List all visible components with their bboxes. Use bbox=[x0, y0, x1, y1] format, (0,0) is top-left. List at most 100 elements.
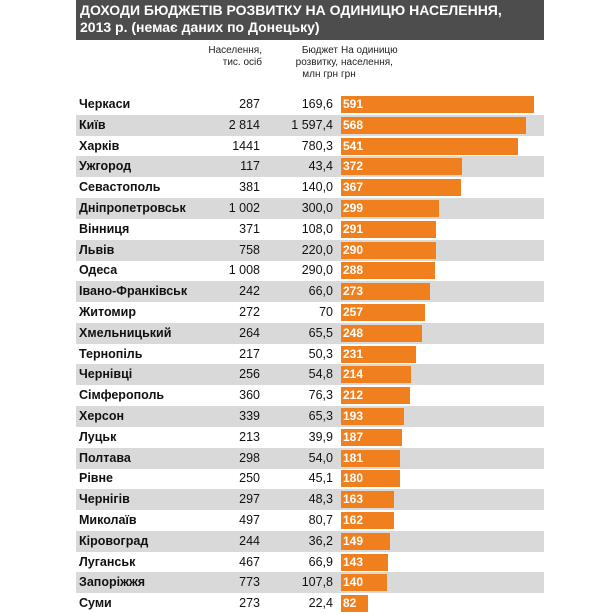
per-capita-label: 193 bbox=[343, 409, 364, 423]
budget-value: 300,0 bbox=[301, 201, 333, 215]
budget-value: 39,9 bbox=[308, 430, 333, 444]
per-capita-label: 82 bbox=[343, 596, 357, 610]
budget-value: 780,3 bbox=[301, 139, 333, 153]
per-capita-label: 290 bbox=[343, 243, 364, 257]
city-label: Луганськ bbox=[79, 555, 136, 569]
city-label: Тернопіль bbox=[79, 347, 143, 361]
budget-value: 70 bbox=[319, 305, 333, 319]
budget-value: 220,0 bbox=[301, 243, 333, 257]
population-value: 242 bbox=[239, 284, 260, 298]
budget-value: 108,0 bbox=[301, 222, 333, 236]
city-label: Дніпропетровськ bbox=[79, 201, 186, 215]
per-capita-column-header: На одиницю населення, грн bbox=[341, 45, 398, 81]
city-label: Київ bbox=[79, 118, 106, 132]
budget-value: 107,8 bbox=[301, 575, 333, 589]
budget-value: 45,1 bbox=[308, 471, 333, 485]
population-value: 381 bbox=[239, 180, 260, 194]
per-capita-header-line: грн bbox=[341, 69, 356, 80]
budget-value: 65,5 bbox=[308, 326, 333, 340]
city-label: Кіровоград bbox=[79, 534, 149, 548]
city-label: Харків bbox=[79, 139, 120, 153]
per-capita-bar bbox=[341, 366, 411, 383]
population-value: 264 bbox=[239, 326, 260, 340]
city-label: Запоріжжя bbox=[79, 575, 146, 589]
per-capita-label: 231 bbox=[343, 347, 364, 361]
city-label: Черкаси bbox=[79, 97, 131, 111]
per-capita-bar bbox=[341, 221, 436, 238]
per-capita-bar bbox=[341, 242, 436, 259]
budget-value: 169,6 bbox=[301, 97, 333, 111]
budget-value: 54,0 bbox=[308, 451, 333, 465]
population-value: 1 002 bbox=[228, 201, 260, 215]
population-value: 339 bbox=[239, 409, 260, 423]
per-capita-bar bbox=[341, 138, 518, 155]
city-label: Чернівці bbox=[79, 367, 133, 381]
budget-header-line: млн грн bbox=[302, 69, 338, 80]
per-capita-bar bbox=[341, 450, 400, 467]
per-capita-label: 288 bbox=[343, 263, 364, 277]
per-capita-bar bbox=[341, 200, 439, 217]
budget-value: 50,3 bbox=[308, 347, 333, 361]
budget-header-line: Бюджет bbox=[301, 45, 338, 56]
population-value: 217 bbox=[239, 347, 260, 361]
row-stripe bbox=[76, 364, 544, 385]
per-capita-label: 187 bbox=[343, 430, 364, 444]
city-label: Житомир bbox=[79, 305, 136, 319]
city-label: Чернігів bbox=[79, 492, 130, 506]
per-capita-label: 214 bbox=[343, 367, 364, 381]
budget-value: 66,0 bbox=[308, 284, 333, 298]
per-capita-label: 180 bbox=[343, 471, 364, 485]
budget-header-line: розвитку, bbox=[295, 57, 338, 68]
city-label: Сімферополь bbox=[79, 388, 165, 402]
population-value: 371 bbox=[239, 222, 260, 236]
per-capita-label: 372 bbox=[343, 159, 364, 173]
per-capita-bar bbox=[341, 117, 526, 134]
per-capita-bar bbox=[341, 470, 400, 487]
population-value: 287 bbox=[239, 97, 260, 111]
per-capita-bar bbox=[341, 574, 387, 591]
per-capita-label: 541 bbox=[343, 139, 364, 153]
city-label: Хмельницький bbox=[79, 326, 172, 340]
budget-value: 22,4 bbox=[308, 596, 333, 610]
population-header-line: Населення, bbox=[208, 45, 262, 56]
population-value: 2 814 bbox=[228, 118, 260, 132]
row-stripe bbox=[76, 489, 544, 510]
budget-value: 1 597,4 bbox=[291, 118, 333, 132]
per-capita-label: 591 bbox=[343, 97, 364, 111]
city-label: Львів bbox=[79, 243, 115, 257]
population-value: 272 bbox=[239, 305, 260, 319]
per-capita-bar bbox=[341, 595, 368, 612]
population-value: 250 bbox=[239, 471, 260, 485]
per-capita-label: 181 bbox=[343, 451, 364, 465]
per-capita-label: 140 bbox=[343, 575, 364, 589]
chart-title-line2: 2013 р. (немає даних по Донецьку) bbox=[80, 19, 320, 35]
population-value: 1441 bbox=[232, 139, 260, 153]
population-value: 1 008 bbox=[228, 263, 260, 277]
per-capita-label: 163 bbox=[343, 492, 364, 506]
city-label: Миколаїв bbox=[79, 513, 137, 527]
population-value: 256 bbox=[239, 367, 260, 381]
per-capita-bar bbox=[341, 346, 416, 363]
city-label: Севастополь bbox=[79, 180, 161, 194]
population-value: 244 bbox=[239, 534, 260, 548]
per-capita-bar bbox=[341, 512, 394, 529]
per-capita-bar bbox=[341, 429, 402, 446]
per-capita-bar bbox=[341, 158, 462, 175]
population-value: 773 bbox=[239, 575, 260, 589]
budget-value: 76,3 bbox=[308, 388, 333, 402]
row-stripe bbox=[76, 572, 544, 593]
per-capita-bar bbox=[341, 533, 390, 550]
budget-value: 65,3 bbox=[308, 409, 333, 423]
per-capita-label: 212 bbox=[343, 388, 364, 402]
per-capita-bar bbox=[341, 96, 534, 113]
per-capita-label: 143 bbox=[343, 555, 364, 569]
per-capita-label: 291 bbox=[343, 222, 364, 236]
per-capita-label: 299 bbox=[343, 201, 364, 215]
budget-value: 290,0 bbox=[301, 263, 333, 277]
city-label: Івано-Франківськ bbox=[79, 284, 188, 298]
population-value: 298 bbox=[239, 451, 260, 465]
budget-value: 140,0 bbox=[301, 180, 333, 194]
per-capita-label: 149 bbox=[343, 534, 364, 548]
per-capita-bar bbox=[341, 387, 410, 404]
